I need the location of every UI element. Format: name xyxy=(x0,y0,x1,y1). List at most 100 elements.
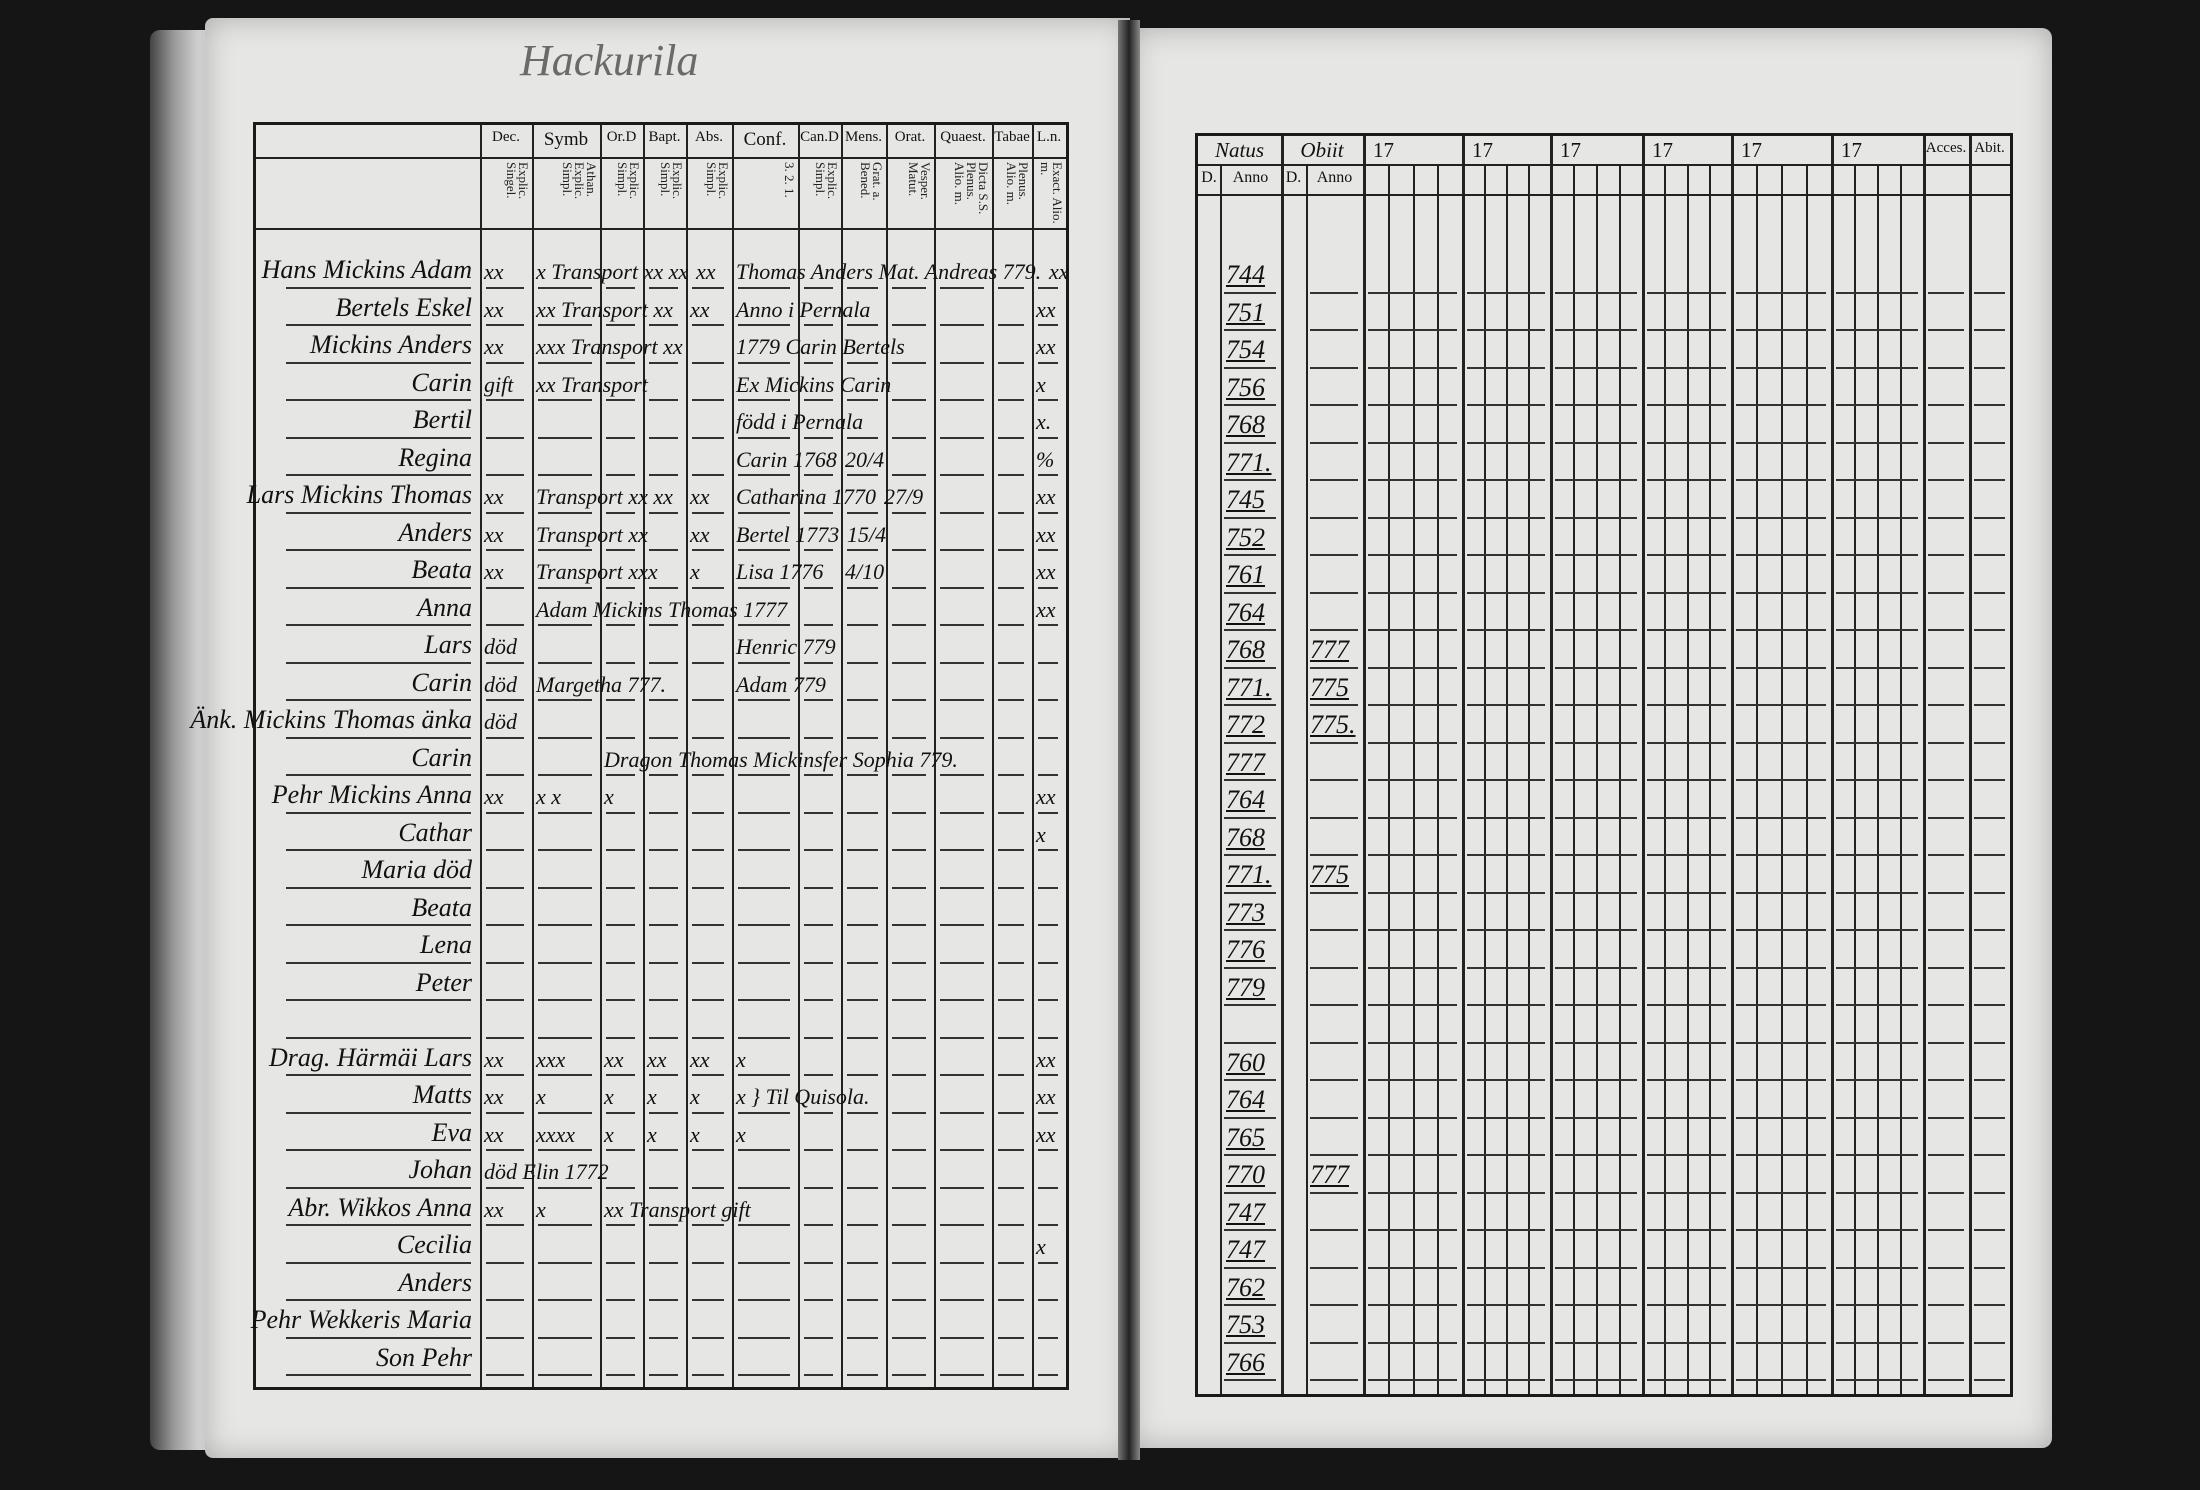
column-divider xyxy=(992,125,994,1387)
row-dash xyxy=(538,1186,592,1189)
row-dash xyxy=(1736,666,1826,669)
row-dash xyxy=(1224,591,1276,594)
row-dash xyxy=(1647,629,1726,631)
row-dash xyxy=(940,549,984,551)
row-dash xyxy=(538,511,592,514)
row-dash xyxy=(538,699,592,701)
row-dash xyxy=(538,399,592,401)
person-name: Maria död xyxy=(361,855,473,884)
row-dash xyxy=(649,849,678,851)
row-dash xyxy=(998,361,1024,364)
person-name: Carin xyxy=(411,667,472,697)
column-header-ord: Or.D xyxy=(606,129,637,145)
row-dash xyxy=(998,924,1024,926)
row-dash xyxy=(738,1186,790,1189)
row-dash xyxy=(738,1261,790,1264)
row-underline xyxy=(286,924,471,926)
birth-year: 772 xyxy=(1226,710,1265,739)
row-dash xyxy=(649,324,678,326)
row-dash xyxy=(940,436,984,439)
register-note: xx xyxy=(484,259,504,284)
row-dash xyxy=(1928,704,1964,706)
row-dash xyxy=(606,961,635,964)
person-name: Mickins Anders xyxy=(310,330,472,359)
register-note: Bertel 1773 xyxy=(736,521,840,547)
row-dash xyxy=(892,1111,926,1114)
row-dash xyxy=(998,1224,1024,1226)
row-dash xyxy=(1647,554,1726,556)
row-dash xyxy=(538,324,592,326)
row-dash xyxy=(1928,741,1964,744)
row-dash xyxy=(486,661,524,664)
register-note: xx xyxy=(484,484,504,509)
row-underline xyxy=(286,1074,471,1076)
row-underline xyxy=(286,999,471,1001)
row-dash xyxy=(1555,479,1637,481)
row-dash xyxy=(847,1186,878,1189)
row-dash xyxy=(1555,816,1637,819)
row-dash xyxy=(486,286,524,289)
row-dash xyxy=(1736,816,1826,819)
row-dash xyxy=(1928,591,1964,594)
row-dash xyxy=(692,549,724,551)
row-dash xyxy=(538,849,592,851)
row-dash xyxy=(486,624,524,626)
row-dash xyxy=(1224,629,1276,631)
person-name: Peter xyxy=(415,967,472,997)
row-dash xyxy=(847,924,878,926)
column-divider xyxy=(480,125,482,1387)
row-underline xyxy=(286,1299,471,1301)
row-dash xyxy=(1467,329,1545,331)
row-dash xyxy=(892,699,926,701)
catechetical-register-table: Dec. Explic. Singel. Symb Athan. Explic. Si… xyxy=(190,122,1069,1390)
row-dash xyxy=(892,324,926,326)
row-dash xyxy=(1974,929,2005,931)
row-dash xyxy=(892,736,926,739)
register-note: xx xyxy=(484,334,504,359)
row-dash xyxy=(940,1261,984,1264)
row-dash xyxy=(804,511,833,514)
row-dash xyxy=(1368,1079,1457,1081)
row-dash xyxy=(1038,1224,1058,1226)
row-dash xyxy=(649,1336,678,1339)
birth-year: 765 xyxy=(1226,1122,1265,1152)
row-dash xyxy=(1836,666,1918,669)
row-dash xyxy=(1928,929,1964,931)
register-note: xx xyxy=(484,1084,504,1109)
row-dash xyxy=(1310,516,1358,519)
birth-year: 745 xyxy=(1226,485,1265,514)
person-name: Carin xyxy=(411,367,472,397)
row-dash xyxy=(649,1149,678,1151)
register-note: xx xyxy=(484,1196,504,1222)
row-dash xyxy=(1310,1116,1358,1119)
row-dash xyxy=(649,286,678,289)
row-dash xyxy=(804,1036,833,1039)
row-dash xyxy=(1368,1379,1457,1381)
row-dash xyxy=(1836,1191,1918,1194)
row-dash xyxy=(738,586,790,589)
register-note: x x xyxy=(536,784,562,809)
row-dash xyxy=(1467,1304,1545,1306)
register-note: xxx xyxy=(536,1046,566,1072)
row-dash xyxy=(940,1374,984,1376)
row-dash xyxy=(1928,1116,1964,1119)
row-dash xyxy=(1974,1041,2005,1044)
row-dash xyxy=(649,699,678,701)
row-dash xyxy=(892,1036,926,1039)
row-dash xyxy=(1038,1111,1058,1114)
birth-year: 751 xyxy=(1226,297,1265,327)
register-note: xx xyxy=(690,296,710,322)
row-dash xyxy=(1224,1004,1276,1006)
row-dash xyxy=(1928,1229,1964,1231)
row-dash xyxy=(738,1224,790,1226)
village-title: Hackurila xyxy=(520,36,699,85)
row-dash xyxy=(1555,966,1637,969)
row-dash xyxy=(892,811,926,814)
row-dash xyxy=(1038,324,1058,326)
register-note: xx xyxy=(696,259,716,284)
row-dash xyxy=(606,1149,635,1151)
row-dash xyxy=(1368,1191,1457,1194)
row-dash xyxy=(1368,1266,1457,1269)
row-dash xyxy=(486,324,524,326)
column-divider xyxy=(1550,136,1553,1394)
